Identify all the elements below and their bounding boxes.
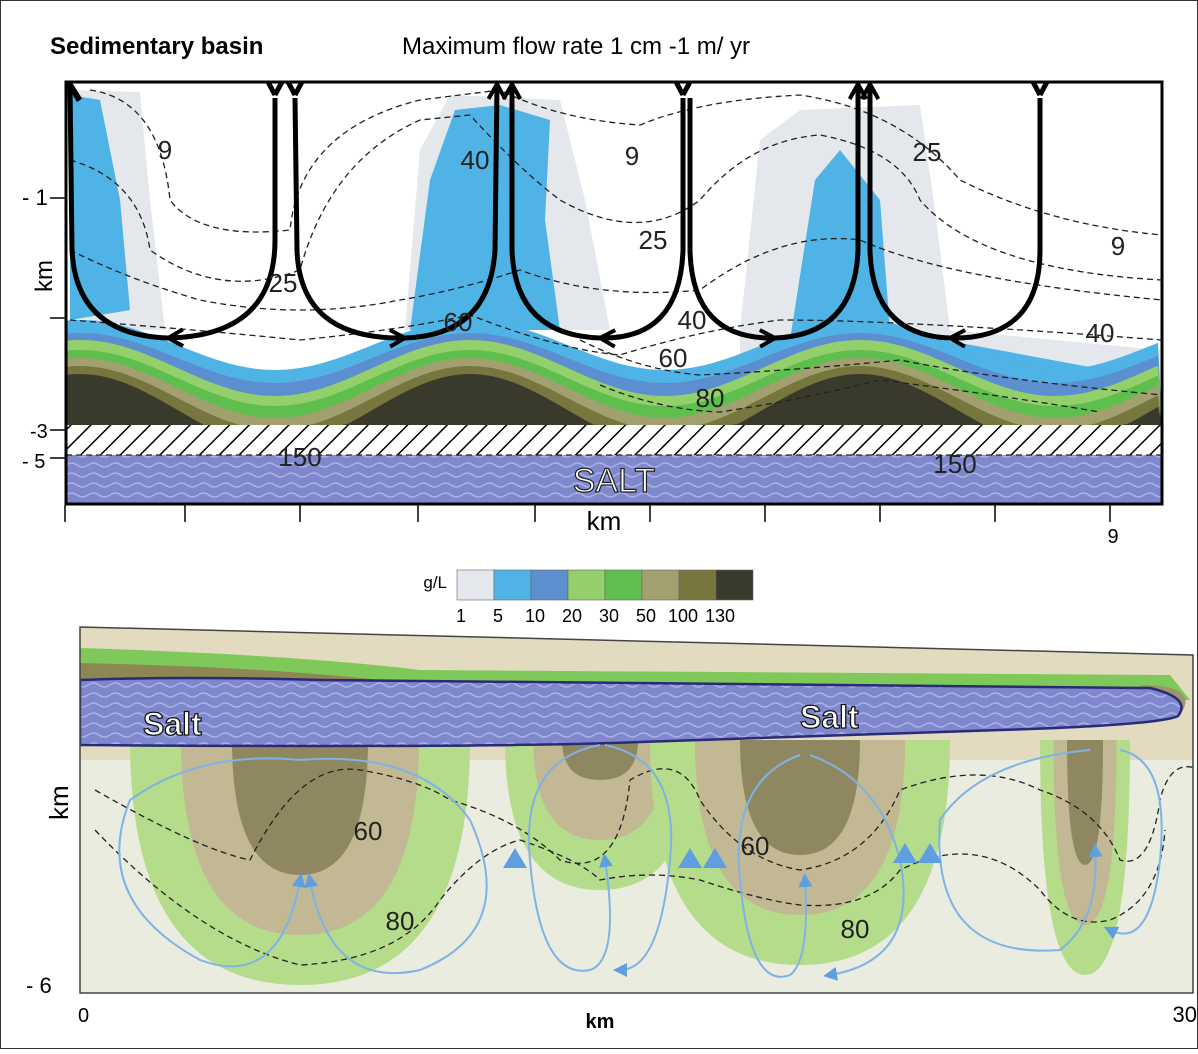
x-axis-label: km — [587, 506, 622, 536]
title: Sedimentary basin — [50, 33, 263, 60]
contour-label: 80 — [841, 914, 870, 944]
y-tick-label: - 5 — [22, 451, 45, 473]
contour-label: 80 — [386, 906, 415, 936]
flow-line — [527, 744, 613, 972]
flow-line — [938, 749, 1103, 952]
legend-swatch — [715, 569, 754, 601]
flow-line — [1103, 749, 1163, 940]
legend-label: 1 — [456, 606, 466, 626]
legend-swatch — [641, 569, 680, 601]
salt-label: Salt — [143, 706, 202, 742]
flow-line — [737, 754, 813, 978]
contour-label: 9 — [1111, 231, 1125, 261]
legend-label: 100 — [668, 606, 698, 626]
y-tick-label: - 1 — [22, 185, 48, 210]
contour-label: 150 — [278, 442, 321, 472]
bottom-box — [79, 626, 1194, 994]
contour-label: 60 — [444, 307, 473, 337]
salt-layer — [66, 455, 1162, 504]
hatched-layer — [66, 425, 1162, 455]
legend-swatch — [493, 569, 532, 601]
contour-label: 60 — [741, 831, 770, 861]
subtitle: Maximum flow rate 1 cm -1 m/ yr — [402, 33, 750, 60]
flow-arrow — [678, 848, 702, 868]
top-box — [64, 80, 1164, 506]
y-tick-label: - 6 — [26, 973, 52, 998]
flow-line — [604, 744, 673, 977]
x-end-label: 9 — [1107, 526, 1118, 548]
contour-label: 9 — [625, 141, 639, 171]
plume-core — [232, 740, 368, 875]
contour-label: 40 — [678, 305, 707, 335]
flow-arrow — [503, 848, 527, 868]
contour-label: 60 — [659, 343, 688, 373]
contour-label: 25 — [269, 268, 298, 298]
salt-body — [80, 676, 1183, 748]
contour-label: 25 — [913, 137, 942, 167]
contour-label: 40 — [461, 145, 490, 175]
legend-swatch — [456, 569, 495, 601]
y-axis-label: km — [31, 260, 58, 292]
contour-label: 150 — [933, 449, 976, 479]
plume-core — [740, 740, 860, 855]
x-start-label: 0 — [78, 1005, 89, 1027]
flow-arrow — [918, 843, 942, 863]
legend-swatch — [530, 569, 569, 601]
flow-line — [299, 757, 488, 975]
legend-swatch — [567, 569, 606, 601]
legend: g/L 1 5 10 20 30 50 100 130 — [423, 569, 754, 626]
x-axis-label: km — [586, 1011, 615, 1033]
contour-label: 9 — [158, 135, 172, 165]
contour-label: 60 — [354, 816, 383, 846]
salt-label: SALT — [573, 462, 656, 500]
legend-label: 50 — [636, 606, 656, 626]
legend-label: 130 — [705, 606, 735, 626]
plume-core — [1067, 740, 1103, 865]
x-end-label: 30 — [1173, 1002, 1197, 1027]
top-section — [66, 82, 1162, 504]
legend-swatch — [604, 569, 643, 601]
legend-label: 20 — [562, 606, 582, 626]
flow-arrow — [703, 848, 727, 868]
sediment-band — [66, 374, 1162, 425]
contour-label: 25 — [639, 225, 668, 255]
legend-label: 30 — [599, 606, 619, 626]
salt-label: Salt — [800, 699, 859, 735]
y-tick-label: -3 — [30, 421, 48, 443]
contour-label: 40 — [1086, 318, 1115, 348]
legend-label: 5 — [493, 606, 503, 626]
flow-arrow — [893, 843, 917, 863]
legend-swatch — [678, 569, 717, 601]
flow-line — [118, 757, 306, 968]
plume-mid — [533, 740, 667, 840]
contour-label: 80 — [696, 383, 725, 413]
legend-label: 10 — [525, 606, 545, 626]
bottom-section — [80, 627, 1193, 993]
y-axis-label: km — [44, 785, 74, 820]
legend-title: g/L — [423, 573, 447, 592]
